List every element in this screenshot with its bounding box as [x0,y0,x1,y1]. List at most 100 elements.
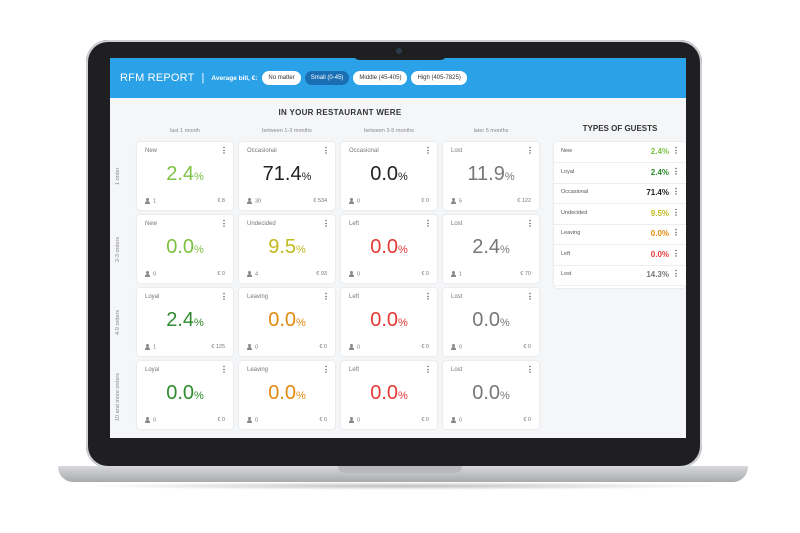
segment-card[interactable]: Lost ⋮ 2.4% 1 € 70 [443,215,539,283]
segment-card[interactable]: Lost ⋮ 0.0% 0 € 0 [443,361,539,429]
segment-card[interactable]: New ⋮ 2.4% 1 € 8 [137,142,233,210]
segment-percentage: 0.0% [443,309,539,332]
segment-card[interactable]: Loyal ⋮ 0.0% 0 € 0 [137,361,233,429]
more-vertical-icon[interactable]: ⋮ [672,187,680,196]
more-vertical-icon[interactable]: ⋮ [322,365,330,374]
person-icon [349,416,354,423]
segment-percentage: 0.0% [443,382,539,405]
segment-card[interactable]: Left ⋮ 0.0% 0 € 0 [341,288,437,356]
more-vertical-icon[interactable]: ⋮ [220,365,228,374]
more-vertical-icon[interactable]: ⋮ [672,228,680,237]
person-icon [145,416,150,423]
more-vertical-icon[interactable]: ⋮ [526,219,534,228]
guest-type-label: Leaving [561,230,581,236]
person-icon [349,197,354,204]
guest-count: 0 [349,270,360,277]
more-vertical-icon[interactable]: ⋮ [322,146,330,155]
more-vertical-icon[interactable]: ⋮ [672,207,680,217]
segment-card[interactable]: Lost ⋮ 11.9% 5 € 122 [443,142,539,210]
guest-count-value: 4 [255,271,259,277]
segment-card[interactable]: New ⋮ 0.0% 0 € 0 [137,215,233,283]
guest-type-row[interactable]: Undecided 9.5% ⋮ [554,204,686,225]
percentage-unit: % [500,390,510,402]
percentage-unit: % [500,317,510,329]
percentage-unit: % [301,171,312,183]
segment-card[interactable]: Lost ⋮ 0.0% 0 € 0 [443,288,539,356]
more-vertical-icon[interactable]: ⋮ [672,248,680,258]
segment-percentage: 0.0% [341,382,437,405]
filter-no-matter[interactable]: No matter [262,71,301,85]
segment-percentage: 2.4% [443,236,539,259]
segment-card[interactable]: Occasional ⋮ 71.4% 30 € 534 [239,142,335,210]
percentage-unit: % [194,390,204,402]
more-vertical-icon[interactable]: ⋮ [424,219,432,228]
percentage-value: 0.0 [370,236,399,258]
percentage-unit: % [398,317,408,329]
more-vertical-icon[interactable]: ⋮ [322,292,330,301]
guest-count-value: 0 [357,198,361,204]
bill-sum: € 125 [211,344,225,350]
guest-type-row[interactable]: Loyal 2.4% ⋮ [554,163,686,184]
segment-card[interactable]: Undecided ⋮ 9.5% 4 € 93 [239,215,335,283]
more-vertical-icon[interactable]: ⋮ [424,146,432,155]
more-vertical-icon[interactable]: ⋮ [220,146,228,155]
segment-card[interactable]: Loyal ⋮ 2.4% 1 € 125 [137,288,233,356]
more-vertical-icon[interactable]: ⋮ [526,365,534,374]
column-header-1-3-months: between 1-3 months [262,128,312,134]
segment-label: Lost [451,294,463,300]
more-vertical-icon[interactable]: ⋮ [322,219,330,228]
bill-sum: € 0 [421,344,429,350]
guest-type-row[interactable]: Leaving 0.0% ⋮ [554,224,686,245]
percentage-value: 2.4 [166,309,195,331]
segment-percentage: 71.4% [239,163,335,186]
percentage-unit: % [296,244,306,256]
camera-icon [396,48,402,54]
filter-small[interactable]: Small (0-45) [304,71,350,85]
guest-type-value: 2.4% [650,147,669,156]
more-vertical-icon[interactable]: ⋮ [424,292,432,301]
filter-middle[interactable]: Middle (45-405) [353,71,408,85]
bill-sum: € 534 [313,198,327,204]
percentage-value: 2.4 [166,163,195,185]
segment-card[interactable]: Left ⋮ 0.0% 0 € 0 [341,215,437,283]
title-separator: | [201,72,205,84]
person-icon [349,270,354,277]
more-vertical-icon[interactable]: ⋮ [672,166,680,176]
more-vertical-icon[interactable]: ⋮ [526,292,534,301]
guest-count: 0 [451,416,462,423]
guest-count-value: 0 [459,344,463,350]
segment-percentage: 0.0% [239,382,335,405]
percentage-value: 0.0 [472,382,501,404]
guest-count-value: 0 [153,417,157,423]
more-vertical-icon[interactable]: ⋮ [424,365,432,374]
guest-type-label: New [561,148,573,154]
segment-card[interactable]: Leaving ⋮ 0.0% 0 € 0 [239,361,335,429]
segment-label: New [145,148,158,154]
guest-type-label: Undecided [561,209,588,216]
more-vertical-icon[interactable]: ⋮ [526,146,534,155]
segment-card[interactable]: Leaving ⋮ 0.0% 0 € 0 [239,288,335,356]
segment-label: Occasional [247,148,277,154]
guest-type-row[interactable]: Occasional 71.4% ⋮ [554,183,686,204]
segment-card[interactable]: Left ⋮ 0.0% 0 € 0 [341,361,437,429]
more-vertical-icon[interactable]: ⋮ [672,269,680,278]
more-vertical-icon[interactable]: ⋮ [220,219,228,228]
bill-sum: € 0 [523,417,531,423]
segment-card[interactable]: Occasional ⋮ 0.0% 0 € 0 [341,142,437,210]
guest-type-row[interactable]: New 2.4% ⋮ [554,142,686,163]
more-vertical-icon[interactable]: ⋮ [220,292,228,301]
guest-type-row[interactable]: Lost 14.3% ⋮ [554,265,686,286]
percentage-value: 0.0 [370,309,399,331]
person-icon [145,343,150,350]
more-vertical-icon[interactable]: ⋮ [672,146,680,155]
person-icon [145,270,150,277]
average-bill-label: Average bill, €: [211,74,258,82]
guest-type-label: Loyal [561,168,575,175]
row-label-2-3-orders: 2-3 orders [115,236,121,262]
filter-high[interactable]: High (405-7825) [411,71,467,85]
segment-label: Left [349,294,360,300]
segment-label: Leaving [247,294,269,300]
guest-type-row[interactable]: Left 0.0% ⋮ [554,245,686,266]
types-title: TYPES OF GUESTS [582,124,658,133]
guest-count: 1 [451,270,462,277]
